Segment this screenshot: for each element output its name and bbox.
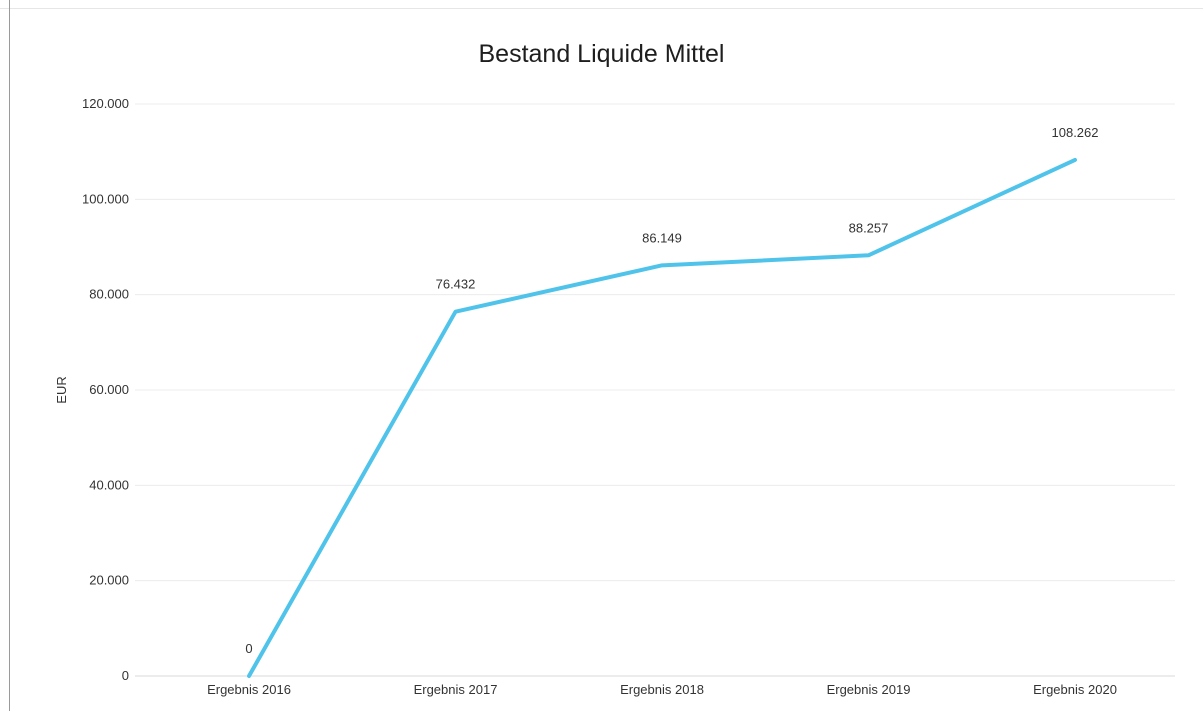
y-tick-label: 60.000 bbox=[89, 382, 129, 397]
x-tick-label: Ergebnis 2019 bbox=[827, 682, 911, 697]
y-axis-title: EUR bbox=[54, 376, 69, 403]
data-label: 86.149 bbox=[642, 230, 682, 245]
series-layer bbox=[247, 157, 1077, 678]
data-label: 76.432 bbox=[436, 277, 476, 292]
data-label: 88.257 bbox=[849, 220, 889, 235]
y-tick-label: 120.000 bbox=[82, 96, 129, 111]
y-tick-label: 0 bbox=[122, 668, 129, 683]
y-tick-label: 40.000 bbox=[89, 477, 129, 492]
data-label: 0 bbox=[245, 641, 252, 656]
x-axis-ticks: Ergebnis 2016 Ergebnis 2017 Ergebnis 2018 E… bbox=[207, 682, 1117, 697]
x-tick-label: Ergebnis 2017 bbox=[414, 682, 498, 697]
page-edge-left bbox=[9, 0, 10, 711]
y-tick-label: 20.000 bbox=[89, 573, 129, 588]
data-label: 108.262 bbox=[1052, 125, 1099, 140]
gridlines bbox=[135, 103, 1175, 677]
page-edge-top bbox=[0, 8, 1203, 9]
y-axis-ticks: 0 20.000 40.000 60.000 80.000 100.000 120.000 bbox=[82, 96, 129, 683]
data-labels: 0 76.432 86.149 88.257 108.262 bbox=[245, 125, 1098, 656]
chart-title: Bestand Liquide Mittel bbox=[478, 40, 725, 68]
y-tick-label: 80.000 bbox=[89, 287, 129, 302]
x-tick-label: Ergebnis 2016 bbox=[207, 682, 291, 697]
x-tick-label: Ergebnis 2020 bbox=[1033, 682, 1117, 697]
x-tick-label: Ergebnis 2018 bbox=[620, 682, 704, 697]
y-tick-label: 100.000 bbox=[82, 191, 129, 206]
